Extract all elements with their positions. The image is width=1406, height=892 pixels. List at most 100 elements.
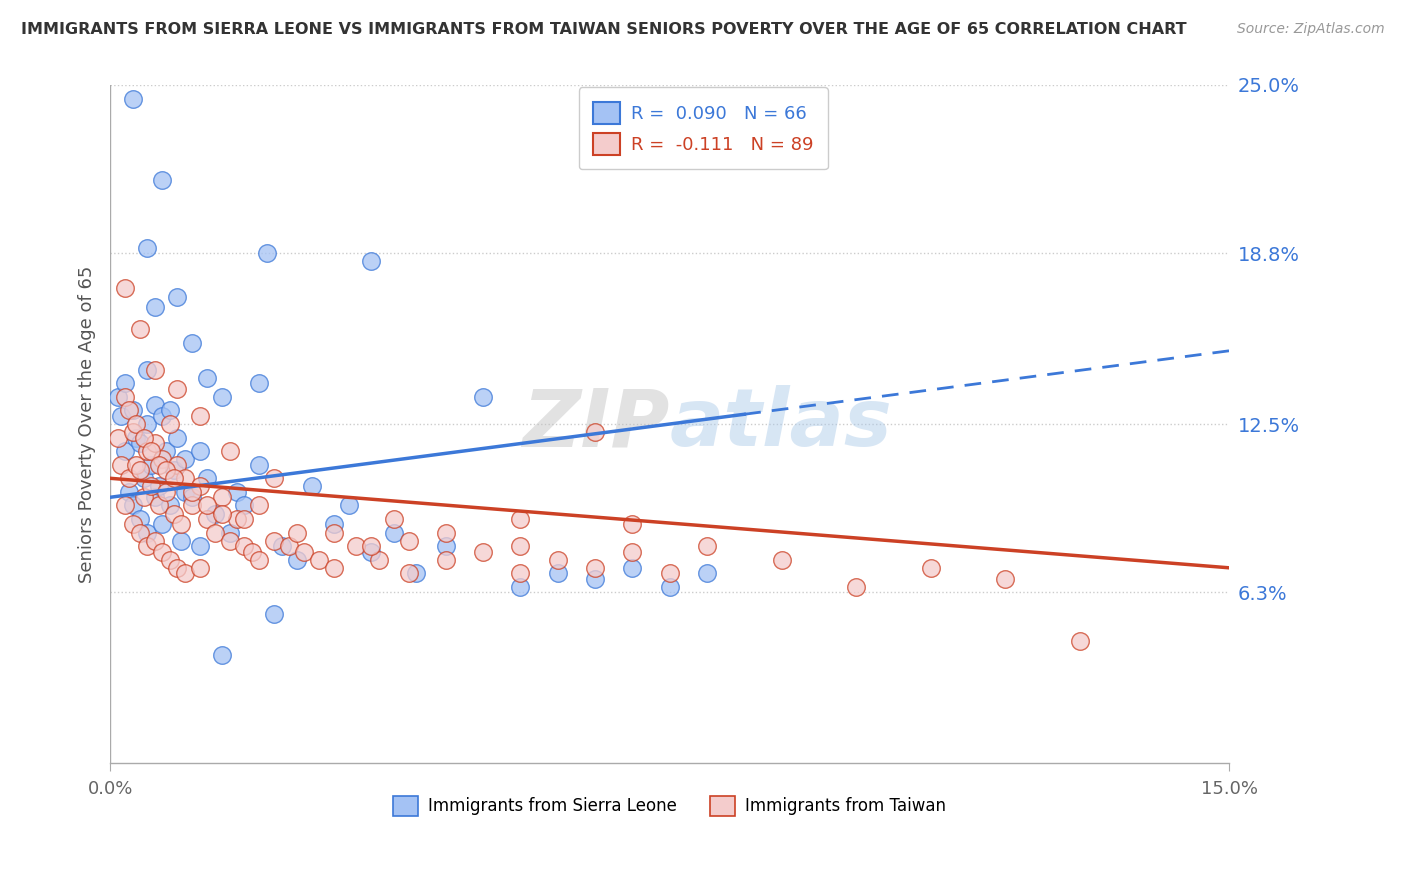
Point xyxy=(270,539,292,553)
Point xyxy=(129,525,152,540)
Point xyxy=(226,484,249,499)
Point xyxy=(621,517,644,532)
Point xyxy=(292,544,315,558)
Point xyxy=(148,499,170,513)
Point xyxy=(143,436,166,450)
Point xyxy=(344,539,367,553)
Point xyxy=(263,471,285,485)
Point xyxy=(195,512,218,526)
Point xyxy=(195,471,218,485)
Point xyxy=(132,490,155,504)
Point xyxy=(121,425,143,439)
Point xyxy=(398,566,420,581)
Point xyxy=(121,403,143,417)
Point xyxy=(125,417,148,431)
Point xyxy=(247,458,270,472)
Point xyxy=(136,525,159,540)
Point xyxy=(143,301,166,315)
Point xyxy=(301,479,323,493)
Point xyxy=(107,390,129,404)
Point xyxy=(770,552,793,566)
Point xyxy=(263,607,285,621)
Point xyxy=(211,648,233,662)
Point xyxy=(136,444,159,458)
Point xyxy=(129,436,152,450)
Point xyxy=(211,490,233,504)
Point xyxy=(150,409,173,423)
Point xyxy=(159,499,181,513)
Point xyxy=(547,552,569,566)
Point xyxy=(360,544,382,558)
Point xyxy=(148,479,170,493)
Point xyxy=(170,533,193,548)
Point xyxy=(114,376,136,391)
Point xyxy=(211,507,233,521)
Point xyxy=(166,458,188,472)
Point xyxy=(188,479,211,493)
Point xyxy=(247,376,270,391)
Point xyxy=(188,409,211,423)
Point xyxy=(141,458,163,472)
Point xyxy=(188,444,211,458)
Point xyxy=(110,409,132,423)
Point xyxy=(166,382,188,396)
Point xyxy=(263,533,285,548)
Point xyxy=(211,390,233,404)
Point xyxy=(285,525,308,540)
Point xyxy=(114,444,136,458)
Point xyxy=(162,463,184,477)
Text: Source: ZipAtlas.com: Source: ZipAtlas.com xyxy=(1237,22,1385,37)
Point xyxy=(166,431,188,445)
Point xyxy=(247,552,270,566)
Point xyxy=(434,525,457,540)
Point xyxy=(382,512,405,526)
Point xyxy=(405,566,427,581)
Point xyxy=(118,403,141,417)
Point xyxy=(696,539,718,553)
Point xyxy=(173,484,195,499)
Point xyxy=(170,517,193,532)
Point xyxy=(226,512,249,526)
Point xyxy=(583,561,606,575)
Point xyxy=(159,403,181,417)
Point xyxy=(141,444,163,458)
Point xyxy=(509,512,531,526)
Point xyxy=(132,471,155,485)
Point xyxy=(166,289,188,303)
Point xyxy=(472,390,495,404)
Point xyxy=(195,499,218,513)
Point xyxy=(150,544,173,558)
Point xyxy=(204,507,226,521)
Point xyxy=(247,499,270,513)
Point xyxy=(360,539,382,553)
Point xyxy=(547,566,569,581)
Point xyxy=(233,539,256,553)
Point xyxy=(118,471,141,485)
Point xyxy=(173,452,195,467)
Point xyxy=(136,363,159,377)
Point xyxy=(218,525,240,540)
Point xyxy=(166,561,188,575)
Point xyxy=(141,479,163,493)
Point xyxy=(118,484,141,499)
Point xyxy=(240,544,263,558)
Point xyxy=(143,398,166,412)
Point xyxy=(181,499,204,513)
Point xyxy=(323,525,346,540)
Point xyxy=(155,463,177,477)
Point xyxy=(114,390,136,404)
Point xyxy=(132,431,155,445)
Point xyxy=(621,561,644,575)
Point xyxy=(583,425,606,439)
Point xyxy=(337,499,360,513)
Point xyxy=(621,544,644,558)
Point xyxy=(150,517,173,532)
Point xyxy=(658,566,681,581)
Point xyxy=(125,431,148,445)
Point xyxy=(114,281,136,295)
Point xyxy=(121,499,143,513)
Point xyxy=(509,580,531,594)
Point xyxy=(173,471,195,485)
Point xyxy=(155,484,177,499)
Point xyxy=(696,566,718,581)
